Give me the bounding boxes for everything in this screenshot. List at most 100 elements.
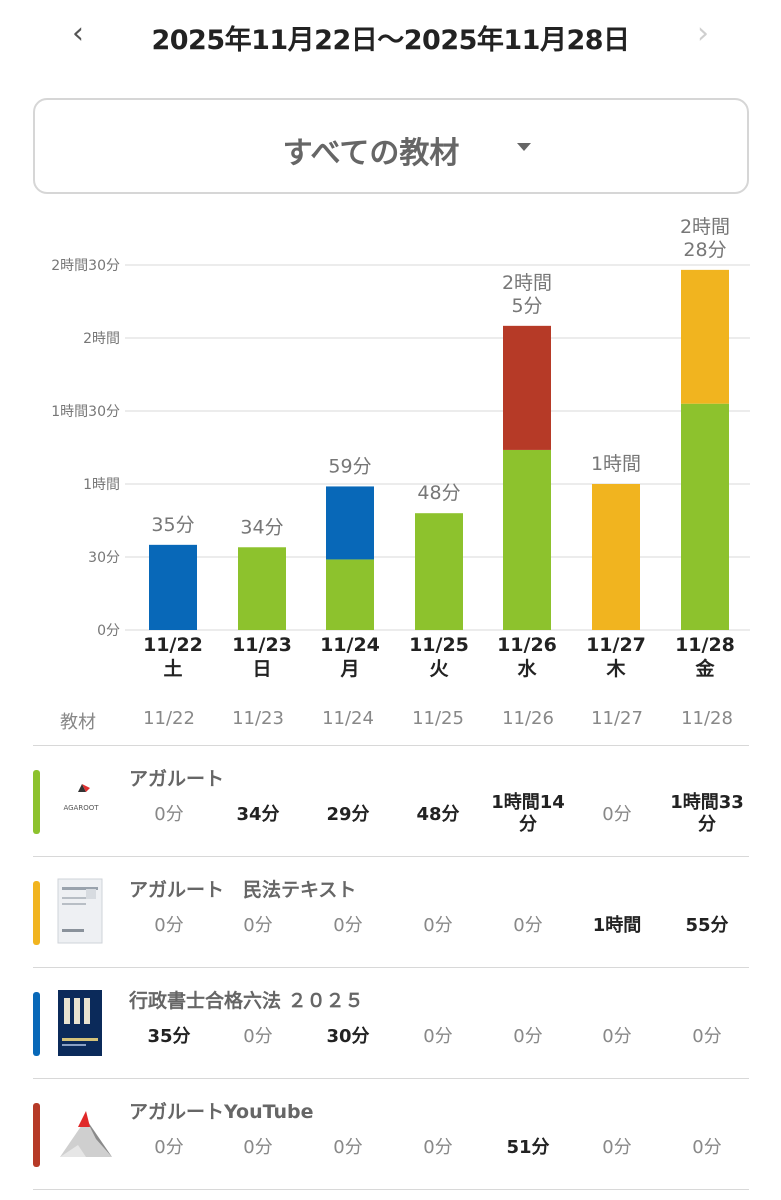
row-divider xyxy=(33,1189,749,1190)
row-divider xyxy=(33,745,749,746)
y-tick-label: 2時間 xyxy=(83,331,120,347)
week-header: ‹ 2025年11月22日〜2025年11月28日 › xyxy=(0,0,781,76)
roppo-book-cover-icon xyxy=(56,988,106,1058)
bar-segment xyxy=(681,269,729,404)
row-divider xyxy=(33,1078,749,1079)
table-header: 教材 11/22 11/23 11/24 11/25 11/26 11/27 11/28 xyxy=(0,700,781,745)
material-day-value: 0分 xyxy=(333,1137,363,1158)
x-tick-weekday: 火 xyxy=(429,658,449,680)
x-tick-date: 11/25 xyxy=(409,634,469,656)
bar-total-label: 28分 xyxy=(683,239,726,261)
table-header-date: 11/24 xyxy=(322,708,374,729)
table-header-date: 11/26 xyxy=(502,708,554,729)
material-day-value: 0分 xyxy=(692,1137,722,1158)
table-header-date: 11/27 xyxy=(591,708,643,729)
x-tick-weekday: 日 xyxy=(252,658,271,680)
material-day-value: 0分 xyxy=(423,1026,453,1047)
bar-total-label: 2時間 xyxy=(502,272,552,294)
material-day-value: 29分 xyxy=(326,804,370,825)
material-day-value: 0分 xyxy=(602,1137,632,1158)
bar-total-label: 1時間 xyxy=(591,453,641,475)
material-select-label: すべての教材 xyxy=(282,136,460,171)
material-color-bar xyxy=(33,881,40,945)
table-header-material: 教材 xyxy=(60,712,96,733)
chevron-left-icon[interactable]: ‹ xyxy=(72,16,84,51)
material-day-value: 48分 xyxy=(416,804,460,825)
x-tick-date: 11/22 xyxy=(143,634,203,656)
material-day-value: 0分 xyxy=(243,1137,273,1158)
table-header-date: 11/28 xyxy=(681,708,733,729)
bar-segment xyxy=(326,486,374,560)
material-day-value: 1時間33 分 xyxy=(670,792,744,835)
material-row[interactable]: アガルート 民法テキスト 0分 0分 0分 0分 0分 1時間 55分 xyxy=(0,857,781,967)
material-day-value: 0分 xyxy=(154,1137,184,1158)
material-day-value: 0分 xyxy=(513,1026,543,1047)
material-day-value: 0分 xyxy=(423,1137,453,1158)
bar-segment xyxy=(503,449,551,630)
material-day-value: 35分 xyxy=(147,1026,191,1047)
date-range-title: 2025年11月22日〜2025年11月28日 xyxy=(151,25,630,56)
svg-text:AGAROOT: AGAROOT xyxy=(63,804,99,812)
x-tick-weekday: 水 xyxy=(517,658,537,680)
chevron-right-icon[interactable]: › xyxy=(697,16,709,51)
bar-total-label: 5分 xyxy=(511,295,542,317)
bar-total-label: 2時間 xyxy=(680,216,730,238)
material-name: アガルート 民法テキスト xyxy=(129,879,357,901)
bar-segment xyxy=(326,559,374,630)
material-day-value: 0分 xyxy=(692,1026,722,1047)
agaroot-youtube-logo-icon xyxy=(56,1099,112,1169)
bar-segment xyxy=(592,484,640,630)
y-tick-label: 2時間30分 xyxy=(51,258,120,274)
material-day-value: 1時間14 分 xyxy=(491,792,565,835)
x-tick-date: 11/27 xyxy=(586,634,646,656)
x-tick-date: 11/23 xyxy=(232,634,292,656)
bar-segment xyxy=(681,403,729,630)
bar-total-label: 35分 xyxy=(151,514,194,536)
y-tick-label: 30分 xyxy=(88,550,120,566)
material-day-value: 0分 xyxy=(154,915,184,936)
material-row[interactable]: AGAROOT アガルート 0分 34分 29分 48分 1時間14 分 0分 1時間33 分 xyxy=(0,746,781,856)
bar-total-label: 34分 xyxy=(240,516,283,538)
material-select[interactable]: すべての教材 xyxy=(33,98,749,194)
study-time-chart: 0分 30分 1時間 1時間30分 2時間 2時間30分 35分 11/22土 34分 11/23… xyxy=(51,216,750,680)
material-row[interactable]: 行政書士合格六法 ２０２５ 35分 0分 30分 0分 0分 0分 0分 xyxy=(0,968,781,1078)
material-day-value: 0分 xyxy=(243,1026,273,1047)
y-tick-label: 1時間 xyxy=(83,477,120,493)
bar-segment xyxy=(503,325,551,450)
table-header-date: 11/23 xyxy=(232,708,284,729)
x-tick-weekday: 木 xyxy=(605,657,626,680)
material-name: アガルート xyxy=(129,768,225,790)
material-color-bar xyxy=(33,992,40,1056)
table-header-date: 11/22 xyxy=(143,708,195,729)
material-name: アガルートYouTube xyxy=(129,1101,314,1123)
x-tick-date: 11/24 xyxy=(320,634,380,656)
bar-total-label: 48分 xyxy=(417,482,460,504)
material-row[interactable]: アガルートYouTube 0分 0分 0分 0分 51分 0分 0分 xyxy=(0,1079,781,1189)
bar-segment xyxy=(149,544,197,630)
material-day-value: 0分 xyxy=(423,915,453,936)
y-tick-label: 1時間30分 xyxy=(51,404,120,420)
material-color-bar xyxy=(33,1103,40,1167)
caret-down-icon xyxy=(517,143,531,151)
material-day-value: 30分 xyxy=(326,1026,370,1047)
material-day-value: 0分 xyxy=(602,804,632,825)
row-divider xyxy=(33,856,749,857)
x-tick-weekday: 月 xyxy=(339,658,359,680)
material-color-bar xyxy=(33,770,40,834)
bar-total-label: 59分 xyxy=(328,455,371,477)
x-tick-date: 11/28 xyxy=(675,634,735,656)
material-day-value: 0分 xyxy=(602,1026,632,1047)
table-header-date: 11/25 xyxy=(412,708,464,729)
material-day-value: 34分 xyxy=(236,804,280,825)
bar-segment xyxy=(238,547,286,630)
agaroot-logo-icon: AGAROOT xyxy=(56,766,106,836)
material-day-value: 1時間 xyxy=(592,915,642,936)
material-day-value: 0分 xyxy=(333,915,363,936)
material-day-value: 0分 xyxy=(154,804,184,825)
x-tick-weekday: 金 xyxy=(694,657,715,680)
material-day-value: 0分 xyxy=(243,915,273,936)
bar-segment xyxy=(415,513,463,630)
material-day-value: 55分 xyxy=(685,915,729,936)
x-tick-weekday: 土 xyxy=(163,658,182,680)
civil-law-textbook-cover-icon xyxy=(56,877,106,947)
